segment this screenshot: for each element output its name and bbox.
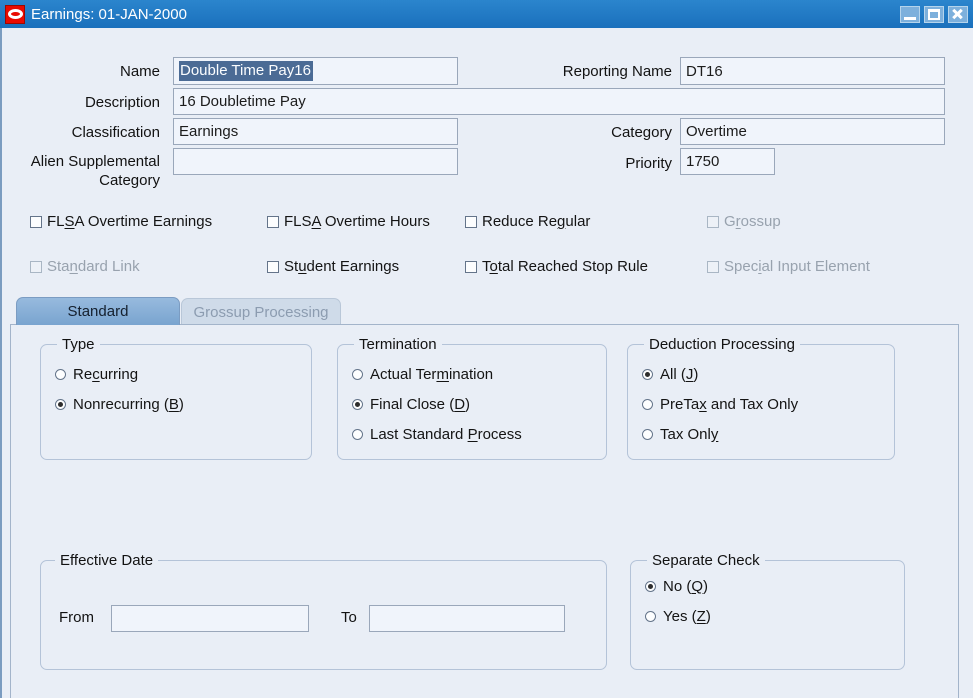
checkbox-label: Standard Link [47, 258, 140, 275]
radio-icon [642, 428, 653, 440]
radio-icon [352, 398, 363, 410]
category-field[interactable]: Overtime [680, 118, 945, 145]
oracle-logo-icon [5, 4, 25, 24]
minimize-icon[interactable] [900, 5, 920, 23]
deduction-processing-group-title: Deduction Processing [649, 336, 795, 353]
tab-standard[interactable]: Standard [16, 297, 180, 325]
termination-group-title: Termination [359, 336, 437, 353]
checkbox-label: FLSA Overtime Hours [284, 213, 430, 230]
close-icon[interactable] [948, 5, 968, 23]
checkbox-flsa-overtime-earnings[interactable]: FLSA Overtime Earnings [30, 213, 212, 230]
radio-label: No (Q) [663, 577, 709, 595]
maximize-icon[interactable] [924, 5, 944, 23]
checkbox-label: FLSA Overtime Earnings [47, 213, 213, 230]
radio-icon [642, 368, 653, 380]
checkbox-reduce-regular[interactable]: Reduce Regular [465, 213, 590, 230]
description-field[interactable]: 16 Doubletime Pay [173, 88, 945, 115]
deduction-processing-group: Deduction Processing All (J) PreTax and … [627, 336, 895, 460]
window-left-border [0, 28, 2, 698]
radio-final-close[interactable]: Final Close (D) [352, 389, 606, 419]
checkbox-label: Grossup [724, 213, 781, 230]
checkbox-icon [707, 261, 719, 273]
priority-field[interactable]: 1750 [680, 148, 775, 175]
window-title: Earnings: 01-JAN-2000 [31, 5, 187, 23]
name-field[interactable]: Double Time Pay16 [173, 57, 458, 85]
radio-pretax-and-tax-only: PreTax and Tax Only [642, 389, 894, 419]
checkbox-label: Student Earnings [284, 258, 400, 275]
radio-icon [645, 610, 656, 622]
radio-separate-check-no: No (Q) [645, 571, 904, 601]
radio-icon [645, 580, 656, 592]
checkbox-icon [30, 261, 42, 273]
checkbox-icon [267, 261, 279, 273]
classification-label: Classification [71, 124, 160, 141]
type-group: Type Recurring Nonrecurring (B) [40, 336, 312, 460]
type-group-title: Type [62, 336, 95, 353]
standard-tab-panel [10, 324, 959, 698]
description-label: Description [84, 94, 160, 111]
alien-supplemental-category-field[interactable] [173, 148, 458, 175]
from-label: From [59, 609, 94, 626]
classification-field[interactable]: Earnings [173, 118, 458, 145]
alien-supplemental-category-label: Alien Supplemental Category [30, 153, 160, 189]
radio-label: All (J) [660, 365, 699, 383]
radio-tax-only: Tax Only [642, 419, 894, 449]
radio-icon [352, 428, 363, 440]
checkbox-student-earnings[interactable]: Student Earnings [267, 258, 399, 275]
checkbox-label: Total Reached Stop Rule [482, 258, 648, 275]
radio-icon [352, 368, 363, 380]
radio-label: Last Standard Process [370, 425, 522, 443]
radio-icon [55, 398, 66, 410]
name-selected-text: Double Time Pay16 [179, 61, 313, 81]
termination-group: Termination Actual Termination Final Clo… [337, 336, 607, 460]
checkbox-label: Reduce Regular [482, 213, 591, 230]
checkbox-icon [30, 216, 42, 228]
effective-date-to-field[interactable] [369, 605, 565, 632]
title-bar: Earnings: 01-JAN-2000 [0, 0, 973, 28]
checkbox-icon [465, 261, 477, 273]
separate-check-group-title: Separate Check [652, 552, 760, 569]
reporting-name-label: Reporting Name [562, 63, 672, 80]
priority-label: Priority [625, 155, 672, 172]
radio-last-standard-process[interactable]: Last Standard Process [352, 419, 606, 449]
checkbox-icon [707, 216, 719, 228]
radio-label: Tax Only [660, 425, 719, 443]
radio-label: Yes (Z) [663, 607, 711, 625]
radio-label: Final Close (D) [370, 395, 471, 413]
checkbox-grossup: Grossup [707, 213, 781, 230]
checkbox-standard-link: Standard Link [30, 258, 140, 275]
radio-label: Nonrecurring (B) [73, 395, 184, 413]
reporting-name-field[interactable]: DT16 [680, 57, 945, 85]
name-label: Name [119, 63, 160, 80]
checkbox-total-reached-stop-rule[interactable]: Total Reached Stop Rule [465, 258, 648, 275]
radio-nonrecurring[interactable]: Nonrecurring (B) [55, 389, 311, 419]
radio-label: Recurring [73, 365, 139, 383]
radio-icon [55, 368, 66, 380]
radio-all: All (J) [642, 359, 894, 389]
effective-date-group-title: Effective Date [60, 552, 154, 569]
checkbox-flsa-overtime-hours[interactable]: FLSA Overtime Hours [267, 213, 430, 230]
checkbox-label: Special Input Element [724, 258, 870, 275]
to-label: To [341, 609, 357, 626]
radio-actual-termination[interactable]: Actual Termination [352, 359, 606, 389]
radio-recurring[interactable]: Recurring [55, 359, 311, 389]
radio-label: PreTax and Tax Only [660, 395, 799, 413]
separate-check-group: Separate Check No (Q) Yes (Z) [630, 552, 905, 670]
effective-date-group: Effective Date From To [40, 552, 607, 670]
tab-grossup-processing[interactable]: Grossup Processing [181, 298, 341, 325]
effective-date-from-field[interactable] [111, 605, 309, 632]
radio-separate-check-yes: Yes (Z) [645, 601, 904, 631]
checkbox-icon [267, 216, 279, 228]
radio-icon [642, 398, 653, 410]
checkbox-special-input-element: Special Input Element [707, 258, 870, 275]
radio-label: Actual Termination [370, 365, 494, 383]
checkbox-icon [465, 216, 477, 228]
category-label: Category [611, 124, 672, 141]
